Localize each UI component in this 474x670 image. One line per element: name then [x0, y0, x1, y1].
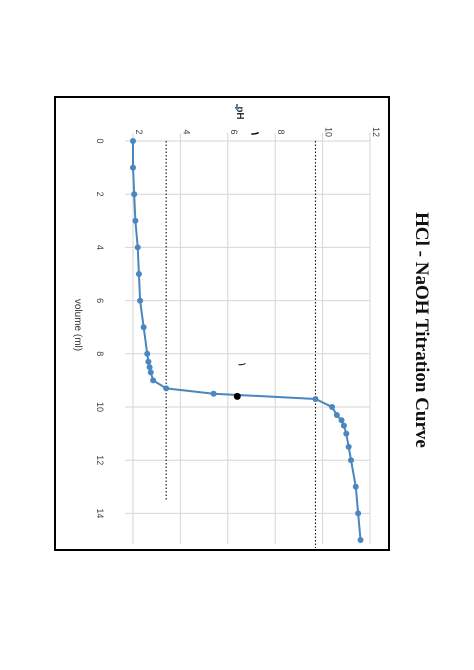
- chart-title: HCl - NaOH Titration Curve: [411, 212, 432, 448]
- marker-label: ١: [249, 131, 261, 137]
- volume-tick-label: 12: [95, 455, 105, 465]
- data-point: [144, 350, 151, 357]
- data-point: [355, 510, 362, 517]
- data-point: [345, 443, 352, 450]
- data-point: [145, 358, 152, 365]
- equivalence-label: ١: [235, 361, 247, 367]
- data-point: [150, 377, 157, 384]
- data-point: [352, 483, 359, 490]
- ph-tick-label: 6: [229, 129, 239, 134]
- data-point: [163, 385, 170, 392]
- data-point: [130, 164, 136, 171]
- volume-tick-label: 4: [95, 245, 105, 250]
- data-point: [146, 364, 153, 371]
- x-axis-label: volume (ml): [72, 299, 83, 351]
- data-point: [147, 369, 154, 376]
- volume-tick-label: 0: [95, 138, 105, 143]
- ph-tick-label: 12: [371, 127, 381, 137]
- data-point: [132, 217, 139, 224]
- data-point: [329, 404, 336, 410]
- data-point: [140, 324, 147, 331]
- data-point: [340, 422, 347, 429]
- data-point: [343, 430, 350, 437]
- chart-border: [54, 96, 390, 551]
- data-point: [131, 191, 138, 198]
- volume-tick-label: 14: [95, 508, 105, 518]
- series-line: [132, 141, 362, 541]
- data-point: [210, 390, 217, 397]
- ph-tick-label: 8: [276, 129, 286, 134]
- volume-tick-label: 6: [95, 298, 105, 303]
- ph-tick-label: 10: [324, 127, 334, 137]
- volume-tick-label: 8: [95, 351, 105, 356]
- data-point: [137, 297, 144, 304]
- data-point: [333, 411, 340, 418]
- volume-tick-label: 2: [95, 192, 105, 197]
- data-point: [338, 417, 345, 424]
- volume-tick-label: 10: [95, 402, 105, 412]
- data-point: [130, 138, 136, 144]
- equivalence-point: [233, 392, 241, 400]
- data-point: [134, 244, 141, 251]
- y-axis-label: pH: [234, 106, 245, 119]
- ph-tick-label: 4: [181, 129, 191, 134]
- data-point: [312, 396, 319, 403]
- data-point: [357, 537, 364, 543]
- data-point: [348, 457, 355, 464]
- ph-tick-label: 2: [134, 129, 144, 134]
- data-point: [135, 271, 142, 277]
